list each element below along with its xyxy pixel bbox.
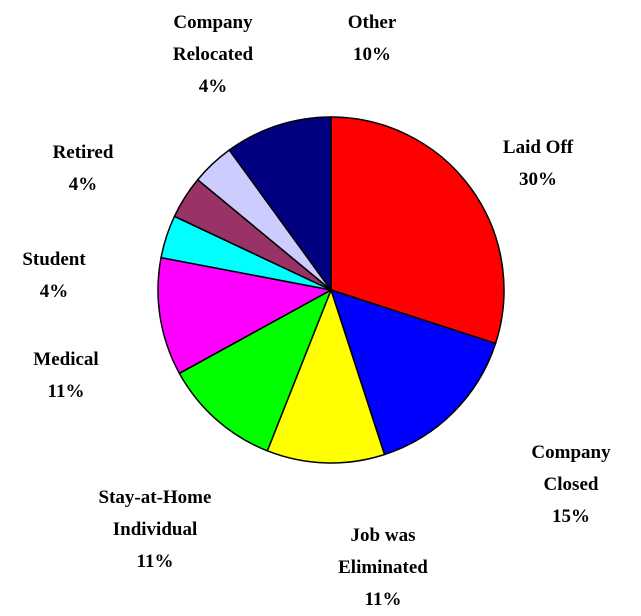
category-label: Company Relocated <box>172 12 254 65</box>
pie-slice <box>266 287 386 464</box>
pie-slice <box>329 288 497 456</box>
slice-label: Other 10% <box>312 7 432 71</box>
category-label: Stay-at-Home Individual <box>98 487 212 540</box>
value-label: 11% <box>136 551 174 572</box>
slice-label: Company Relocated 4% <box>153 7 273 103</box>
category-label: Job was Eliminated <box>338 525 428 578</box>
value-label: 4% <box>39 281 69 302</box>
slice-label: Company Closed 15% <box>521 437 621 533</box>
category-label: Other <box>347 12 397 33</box>
category-label: Laid Off <box>502 137 574 158</box>
value-label: 4% <box>68 174 98 195</box>
slice-label: Medical 11% <box>6 344 126 408</box>
value-label: 15% <box>552 506 590 527</box>
slice-label: Student 4% <box>0 244 114 308</box>
value-label: 11% <box>47 381 85 402</box>
value-label: 30% <box>519 169 557 190</box>
category-label: Student <box>22 249 86 270</box>
slice-label: Stay-at-Home Individual 11% <box>80 482 230 578</box>
value-label: 4% <box>198 76 228 97</box>
category-label: Medical <box>33 349 99 370</box>
pie-slice <box>178 288 333 452</box>
pie-slice <box>330 116 505 345</box>
slice-label: Laid Off 30% <box>478 132 598 196</box>
value-label: 11% <box>364 589 402 610</box>
category-label: Retired <box>52 142 114 163</box>
slice-label: Job was Eliminated 11% <box>318 520 448 616</box>
pie-slice <box>157 256 334 375</box>
value-label: 10% <box>353 44 391 65</box>
pie-slice <box>228 116 332 293</box>
slice-label: Retired 4% <box>23 137 143 201</box>
category-label: Company Closed <box>531 442 611 495</box>
